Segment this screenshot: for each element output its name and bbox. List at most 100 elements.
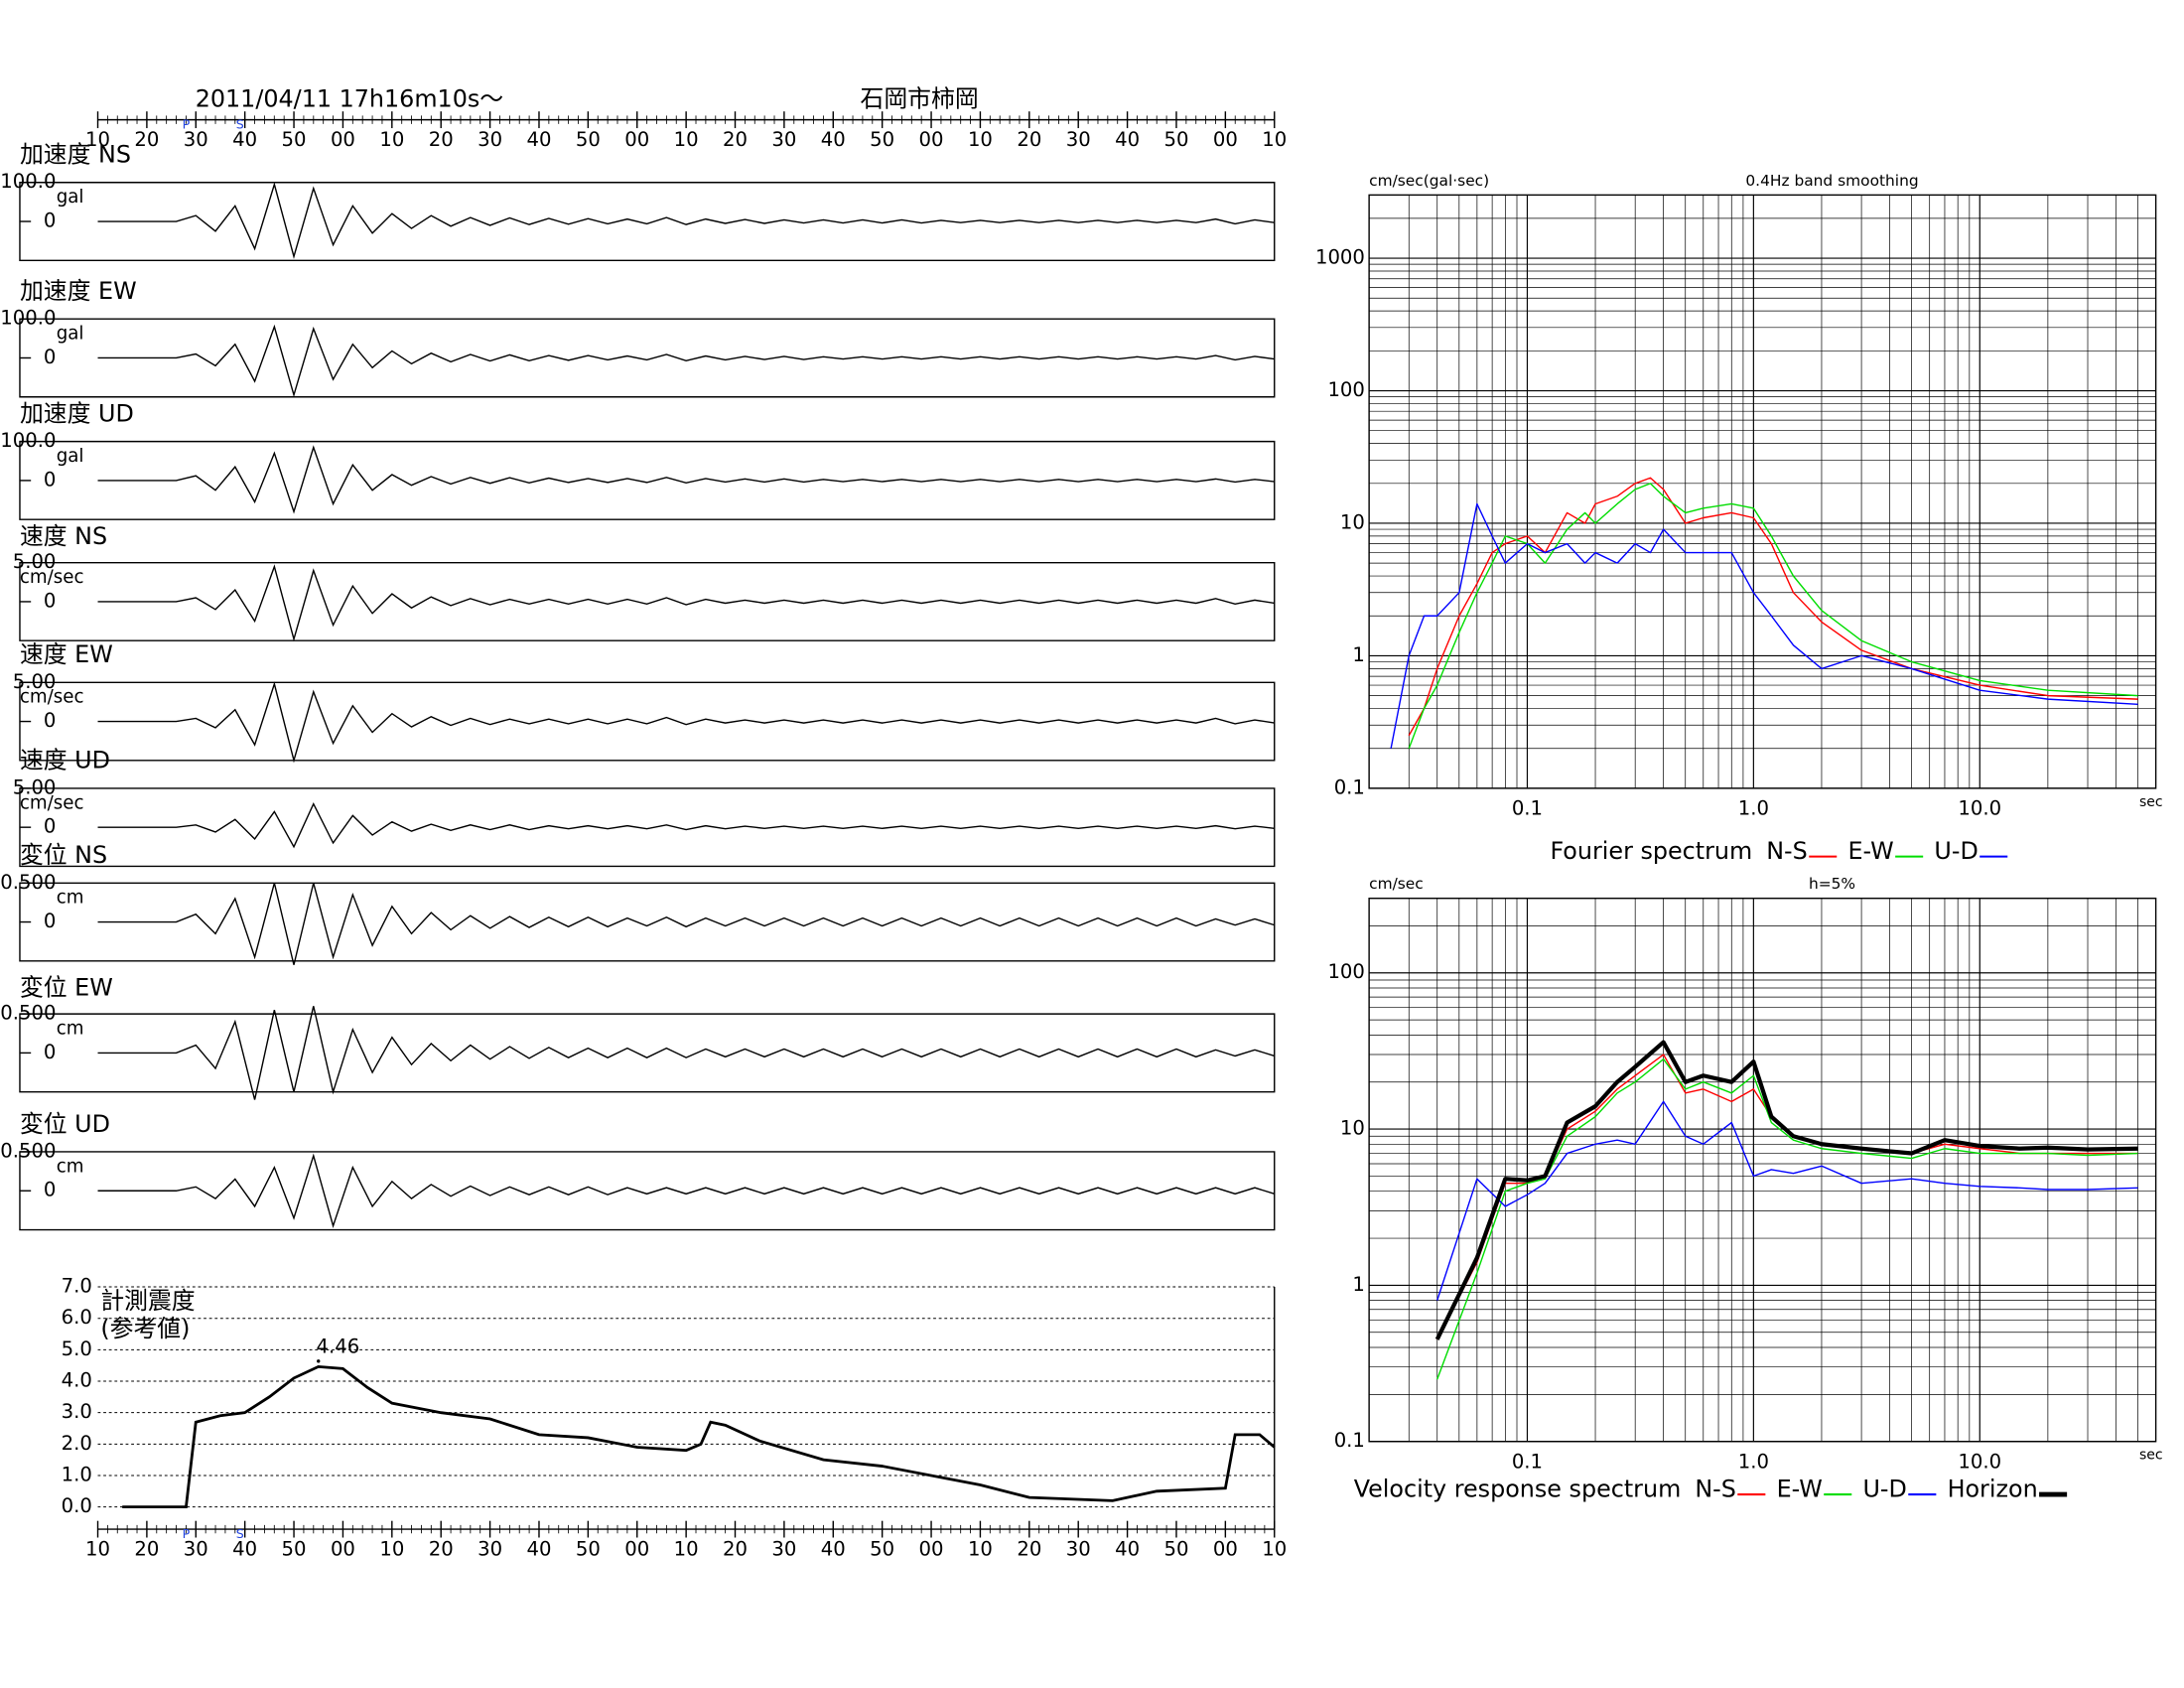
y-tick-label: 0 [44, 210, 56, 232]
x-tick-label: 40 [526, 1538, 551, 1561]
unit-label: gal [57, 324, 84, 345]
trace-name: 速度 EW [20, 640, 113, 668]
waveform [97, 1153, 1275, 1228]
x-tick-label: 50 [870, 1538, 894, 1561]
trace-box [19, 1013, 1276, 1093]
x-tick-label: 10.0 [1958, 1450, 2001, 1473]
y-tick-label: 0.500 [0, 1002, 56, 1025]
x-tick-label: 1.0 [1738, 1450, 1769, 1473]
y-tick-label: 2.0 [62, 1432, 92, 1455]
y-tick-label: 4.0 [62, 1369, 92, 1392]
x-axis-label: sec [2139, 1448, 2163, 1464]
y-tick-label: 0 [44, 910, 56, 932]
x-tick-label: 30 [771, 1538, 796, 1561]
trace-box [19, 882, 1276, 962]
x-tick-label: 50 [282, 1538, 307, 1561]
x-tick-label: 30 [1066, 1538, 1091, 1561]
x-tick-label: 30 [184, 128, 208, 151]
x-tick-label: 20 [134, 1538, 159, 1561]
x-tick-label: 50 [576, 1538, 601, 1561]
x-tick-label: 40 [232, 1538, 257, 1561]
phase-mark: P [183, 1526, 191, 1541]
y-tick-label: 3.0 [62, 1400, 92, 1423]
x-tick-label: 00 [1213, 1538, 1238, 1561]
x-tick-label: 20 [134, 128, 159, 151]
station-name: 石岡市柿岡 [861, 84, 979, 112]
x-tick-label: 00 [919, 1538, 944, 1561]
chart-title: Fourier spectrum [1550, 837, 1752, 865]
chart-title: Velocity response spectrum [1354, 1475, 1682, 1502]
x-tick-label: 40 [821, 128, 846, 151]
waveform [97, 445, 1275, 514]
spectrum-line [1436, 1054, 2138, 1340]
spectrum-line [1436, 1058, 2138, 1380]
x-tick-label: 10 [674, 128, 699, 151]
x-tick-label: 40 [1115, 1538, 1140, 1561]
x-tick-label: 0.1 [1512, 796, 1543, 819]
x-tick-label: 40 [1115, 128, 1140, 151]
unit-label: cm/sec [20, 792, 84, 813]
unit-label: cm [57, 1019, 84, 1040]
y-tick-label: 7.0 [62, 1275, 92, 1298]
y-tick-label: 0 [44, 709, 56, 732]
y-tick-label: 5.00 [13, 670, 57, 693]
spectrum-line [1436, 1100, 2138, 1301]
x-tick-label: 0.1 [1512, 1450, 1543, 1473]
y-tick-label: 0 [44, 815, 56, 838]
chart-title: 計測震度 [100, 1287, 195, 1315]
chart-title: 2011/04/11 17h16m10s～ [196, 84, 503, 112]
unit-label: gal [57, 446, 84, 467]
y-tick-label: 10 [1340, 1117, 1365, 1140]
x-tick-label: 20 [429, 1538, 454, 1561]
x-tick-label: 00 [624, 1538, 649, 1561]
unit-label: cm [57, 1156, 84, 1177]
y-tick-label: 5.0 [62, 1337, 92, 1360]
x-tick-label: 40 [232, 128, 257, 151]
x-tick-label: 20 [723, 128, 748, 151]
x-tick-label: 30 [184, 1538, 208, 1561]
x-tick-label: 1.0 [1738, 796, 1769, 819]
trace-name: 加速度 UD [20, 399, 134, 427]
x-tick-label: 40 [821, 1538, 846, 1561]
trace-name: 速度 UD [20, 747, 110, 774]
chart-subtitle: (参考値) [100, 1315, 190, 1342]
x-tick-label: 50 [1163, 1538, 1188, 1561]
x-tick-label: 10 [968, 1538, 993, 1561]
x-tick-label: 10.0 [1958, 796, 2001, 819]
y-tick-label: 5.00 [13, 775, 57, 798]
y-tick-label: 0 [44, 1179, 56, 1201]
legend-label: E-W [1777, 1475, 1823, 1502]
peak-dot [317, 1359, 321, 1363]
y-tick-label: 0.1 [1334, 1429, 1365, 1452]
x-tick-label: 10 [1262, 128, 1287, 151]
y-tick-label: 10 [1340, 510, 1365, 533]
x-tick-label: 30 [478, 128, 502, 151]
x-tick-label: 20 [1017, 128, 1041, 151]
trace-name: 速度 NS [20, 522, 107, 550]
y-tick-label: 1 [1352, 1273, 1364, 1296]
trace-name: 加速度 EW [20, 277, 137, 305]
spectrum-line [1434, 1040, 2138, 1340]
unit-label: gal [57, 187, 84, 208]
x-tick-label: 20 [429, 128, 454, 151]
x-tick-label: 50 [1163, 128, 1188, 151]
y-tick-label: 0.0 [62, 1494, 92, 1517]
x-tick-label: 20 [1017, 1538, 1041, 1561]
plot-frame [1368, 194, 2157, 789]
spectrum-line [1408, 483, 2138, 750]
waveform [97, 883, 1275, 965]
trace-name: 変位 NS [20, 841, 107, 869]
x-tick-label: 00 [624, 128, 649, 151]
waveform [97, 182, 1275, 259]
spectrum-line [1390, 502, 2138, 749]
x-tick-label: 50 [870, 128, 894, 151]
y-tick-label: 0.500 [0, 871, 56, 894]
x-tick-label: 30 [1066, 128, 1091, 151]
legend-label: Horizon [1948, 1475, 2038, 1502]
y-tick-label: 0 [44, 346, 56, 368]
legend-label: U-D [1934, 837, 1978, 865]
x-tick-label: 00 [331, 128, 355, 151]
y-tick-label: 6.0 [62, 1306, 92, 1329]
x-tick-label: 30 [771, 128, 796, 151]
